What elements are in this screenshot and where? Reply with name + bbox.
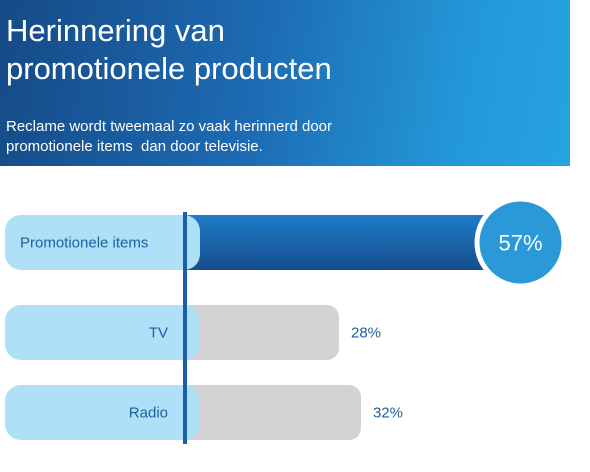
category-label-radio: Radio — [129, 405, 168, 422]
header-banner: Herinnering van promotionele producten R… — [0, 0, 570, 166]
subtitle-line-1: Reclame wordt tweemaal zo vaak herinnerd… — [6, 118, 332, 135]
page-title: Herinnering van promotionele producten — [6, 12, 332, 88]
value-label-tv: 28% — [351, 325, 381, 342]
category-pill-tv — [5, 305, 200, 360]
title-line-2: promotionele producten — [6, 51, 332, 86]
category-pill-promotionele-items-edge — [165, 215, 185, 270]
category-label-tv: TV — [149, 325, 168, 342]
bar-promotionele-items — [185, 215, 499, 270]
category-pill-promotionele-items — [5, 215, 200, 270]
subtitle-line-2: promotionele items dan door televisie. — [6, 138, 263, 155]
value-badge — [479, 201, 562, 284]
value-label-radio: 32% — [373, 405, 403, 422]
page-subtitle: Reclame wordt tweemaal zo vaak herinnerd… — [6, 117, 332, 157]
category-label-promotionele-items: Promotionele items — [20, 235, 148, 252]
category-pill-radio-edge — [165, 385, 185, 440]
value-label-promotionele-items: 57% — [498, 231, 542, 256]
bar-radio — [185, 385, 361, 440]
category-pill-radio — [5, 385, 200, 440]
title-line-1: Herinnering van — [6, 13, 225, 48]
bar-tv — [185, 305, 339, 360]
category-pill-tv-edge — [165, 305, 185, 360]
